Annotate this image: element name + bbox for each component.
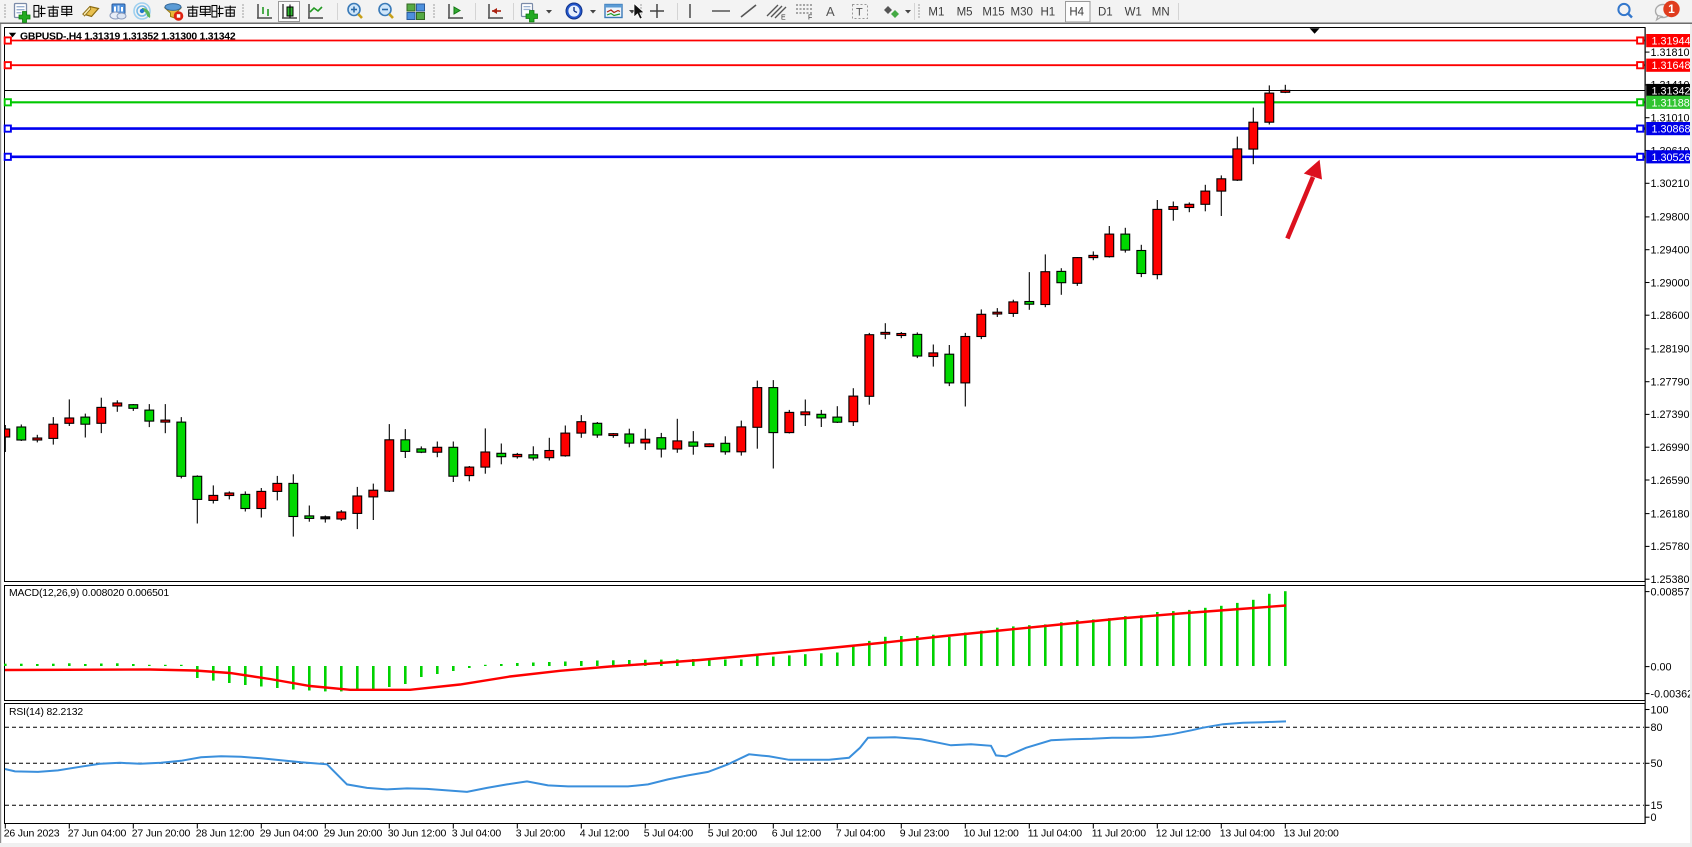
svg-text:H1: H1 [1040, 7, 1055, 19]
svg-text:1.31944: 1.31944 [1652, 36, 1691, 48]
svg-text:E: E [781, 15, 786, 22]
svg-text:4 Jul 12:00: 4 Jul 12:00 [580, 828, 630, 840]
svg-text:11 Jul 20:00: 11 Jul 20:00 [1092, 828, 1146, 840]
svg-text:1.30868: 1.30868 [1652, 124, 1691, 136]
svg-text:GBPUSD-.H4 1.31319 1.31352 1.: GBPUSD-.H4 1.31319 1.31352 1.31300 1.313… [20, 31, 236, 42]
svg-text:-0.003628: -0.003628 [1651, 688, 1692, 700]
svg-text:1.31010: 1.31010 [1651, 113, 1690, 125]
svg-text:1.28190: 1.28190 [1651, 344, 1690, 356]
svg-text:1.26990: 1.26990 [1651, 442, 1690, 454]
svg-text:1.31810: 1.31810 [1651, 47, 1690, 59]
svg-text:1.31342: 1.31342 [1652, 86, 1691, 98]
svg-text:1.26590: 1.26590 [1651, 475, 1690, 487]
svg-text:6 Jul 12:00: 6 Jul 12:00 [772, 828, 822, 840]
svg-text:RSI(14) 82.2132: RSI(14) 82.2132 [9, 707, 83, 718]
svg-text:9 Jul 23:00: 9 Jul 23:00 [900, 828, 950, 840]
svg-text:0.008575: 0.008575 [1651, 586, 1692, 598]
svg-text:1.28600: 1.28600 [1651, 310, 1690, 322]
svg-text:M5: M5 [957, 7, 973, 19]
svg-text:T: T [856, 7, 863, 19]
svg-text:1.30526: 1.30526 [1652, 152, 1691, 164]
svg-text:1.27790: 1.27790 [1651, 377, 1690, 389]
svg-text:M1: M1 [928, 7, 944, 19]
svg-text:A: A [826, 4, 835, 19]
svg-text:1.31188: 1.31188 [1652, 97, 1690, 109]
svg-text:M15: M15 [982, 7, 1004, 19]
svg-text:W1: W1 [1125, 7, 1142, 19]
svg-text:F: F [808, 15, 812, 22]
svg-text:13 Jul 20:00: 13 Jul 20:00 [1284, 828, 1339, 840]
svg-text:100: 100 [1651, 704, 1669, 716]
svg-text:10 Jul 12:00: 10 Jul 12:00 [964, 828, 1019, 840]
svg-text:1.29400: 1.29400 [1651, 245, 1690, 257]
svg-text:80: 80 [1651, 722, 1663, 734]
svg-text:7 Jul 04:00: 7 Jul 04:00 [836, 828, 886, 840]
svg-text:28 Jun 12:00: 28 Jun 12:00 [196, 828, 255, 840]
svg-text:H4: H4 [1069, 7, 1084, 19]
svg-text:3 Jul 20:00: 3 Jul 20:00 [516, 828, 566, 840]
svg-text:29 Jun 04:00: 29 Jun 04:00 [260, 828, 319, 840]
svg-text:27 Jun 04:00: 27 Jun 04:00 [68, 828, 127, 840]
svg-text:1: 1 [1668, 2, 1675, 16]
svg-text:26 Jun 2023: 26 Jun 2023 [4, 828, 60, 840]
svg-text:13 Jul 04:00: 13 Jul 04:00 [1220, 828, 1275, 840]
svg-text:0.00: 0.00 [1651, 661, 1672, 673]
svg-text:MN: MN [1152, 7, 1170, 19]
svg-text:1.26180: 1.26180 [1651, 508, 1690, 520]
svg-text:15: 15 [1651, 800, 1663, 812]
svg-text:1.25380: 1.25380 [1651, 574, 1690, 586]
svg-text:M30: M30 [1011, 7, 1033, 19]
svg-text:5 Jul 04:00: 5 Jul 04:00 [644, 828, 694, 840]
svg-text:D1: D1 [1098, 7, 1113, 19]
svg-text:1.29000: 1.29000 [1651, 277, 1690, 289]
svg-text:1.27390: 1.27390 [1651, 409, 1690, 421]
svg-text:30 Jun 12:00: 30 Jun 12:00 [388, 828, 447, 840]
svg-text:3 Jul 04:00: 3 Jul 04:00 [452, 828, 502, 840]
svg-text:1.31648: 1.31648 [1652, 60, 1691, 72]
svg-text:27 Jun 20:00: 27 Jun 20:00 [132, 828, 191, 840]
svg-text:MACD(12,26,9) 0.008020 0.00650: MACD(12,26,9) 0.008020 0.006501 [9, 588, 169, 599]
svg-text:29 Jun 20:00: 29 Jun 20:00 [324, 828, 383, 840]
svg-text:1.29800: 1.29800 [1651, 212, 1690, 224]
svg-text:1.25780: 1.25780 [1651, 541, 1690, 553]
svg-text:11 Jul 04:00: 11 Jul 04:00 [1028, 828, 1082, 840]
svg-text:5 Jul 20:00: 5 Jul 20:00 [708, 828, 758, 840]
svg-text:12 Jul 12:00: 12 Jul 12:00 [1156, 828, 1211, 840]
svg-text:1.30210: 1.30210 [1651, 178, 1690, 190]
svg-text:50: 50 [1651, 758, 1663, 770]
svg-text:0: 0 [1651, 812, 1657, 824]
